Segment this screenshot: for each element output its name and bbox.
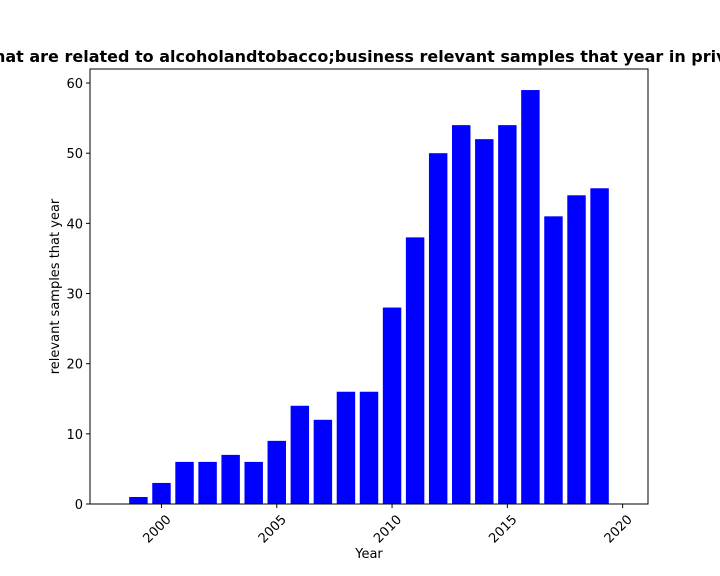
bar-2002 [198,461,217,504]
bar-2008 [336,391,356,504]
bar-2015 [498,125,517,505]
x-tick-label: 2020 [602,512,636,546]
x-axis-label: Year [354,547,383,562]
x-axis-ticks: 2000 2005 2010 2015 2020 [141,504,636,546]
bar-2017 [544,216,563,504]
bar-2012 [428,153,448,504]
x-tick-label: 2015 [486,512,520,546]
x-tick-label: 2000 [141,512,175,546]
bar-2014 [475,139,494,504]
bar-1999 [129,496,148,504]
y-tick-label: 60 [66,77,83,92]
chart-title: Samples that are related to alcoholandto… [0,47,720,66]
chart-title-container: Samples that are related to alcoholandto… [0,47,720,69]
bar-2004 [244,461,263,504]
y-tick-label: 30 [66,288,83,303]
bar-2000 [152,482,171,504]
y-axis-label: relevant samples that year [48,198,63,374]
plot-frame [89,68,649,505]
y-tick-label: 0 [75,498,83,513]
bars-group [129,90,609,505]
x-tick-label: 2005 [256,512,290,546]
y-tick-label: 50 [66,147,83,162]
y-tick-label: 10 [66,428,83,443]
bar-2005 [267,440,286,504]
bar-2016 [521,90,540,504]
bar-2013 [452,125,471,505]
y-tick-label: 20 [66,358,83,373]
x-tick-label: 2010 [371,512,405,546]
bar-2010 [382,307,402,504]
bar-2009 [359,391,379,504]
bar-2019 [590,188,609,504]
bar-2006 [290,405,310,504]
bar-2018 [567,195,586,504]
bar-2001 [175,461,194,504]
bar-2003 [221,454,240,504]
y-tick-label: 40 [66,217,83,232]
y-axis-ticks: 0 10 20 30 40 50 60 [66,77,90,513]
bar-2011 [405,237,425,505]
bar-2007 [313,419,333,504]
